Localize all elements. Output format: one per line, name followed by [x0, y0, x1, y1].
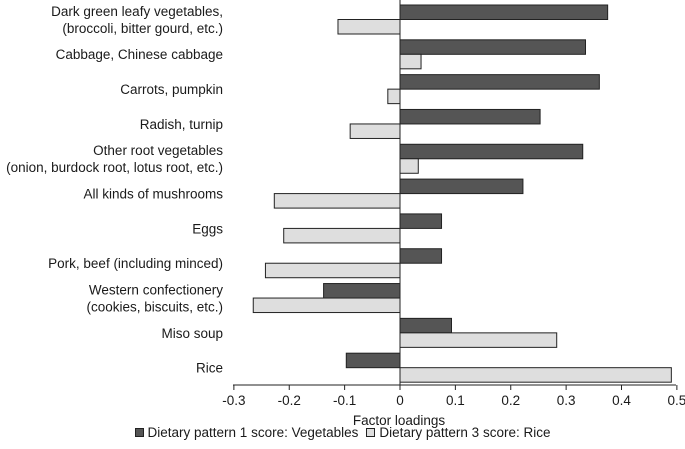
- category-label: Pork, beef (including minced): [48, 256, 223, 271]
- bar-series2-cat8: [264, 262, 401, 279]
- legend-item-vegetables: Dietary pattern 1 score: Vegetables: [134, 425, 359, 440]
- category-label: Western confectionery: [89, 282, 223, 297]
- x-tick-label: -0.1: [333, 393, 356, 408]
- bar-series2-cat11: [399, 367, 672, 383]
- x-tick-label: 0.4: [612, 393, 631, 408]
- bar-series1-cat8: [399, 248, 443, 264]
- legend-item-rice: Dietary pattern 3 score: Rice: [366, 425, 550, 440]
- bar-series1-cat5: [399, 143, 584, 160]
- category-label: Rice: [196, 361, 223, 376]
- bar-series2-cat3: [387, 88, 401, 105]
- bar-series2-cat5: [399, 158, 419, 174]
- category-label: (broccoli, bitter gourd, etc.): [62, 21, 223, 36]
- category-label: Radish, turnip: [140, 117, 223, 132]
- x-tick-label: 0.2: [501, 393, 520, 408]
- bar-series1-cat2: [399, 39, 587, 55]
- category-labels: Dark green leafy vegetables, (broccoli, b…: [6, 4, 223, 376]
- bar-series2-cat7: [283, 227, 401, 244]
- legend-swatch-vegetables: [134, 428, 144, 437]
- bar-series1-cat7: [399, 213, 443, 229]
- bar-series2-cat2: [399, 53, 422, 70]
- bar-series2-cat4: [349, 123, 401, 139]
- category-label: Dark green leafy vegetables,: [51, 4, 223, 19]
- category-label: (onion, burdock root, lotus root, etc.): [6, 160, 223, 175]
- category-label: (cookies, biscuits, etc.): [86, 299, 223, 314]
- x-tick-label: -0.3: [222, 393, 245, 408]
- x-tick-label: 0.3: [557, 393, 576, 408]
- category-label: Cabbage, Chinese cabbage: [56, 47, 223, 62]
- x-axis: -0.3 -0.2 -0.1 0 0.1 0.2 0.3 0.4 0.5: [222, 0, 685, 408]
- x-axis-title: Factor loadings: [353, 413, 446, 428]
- legend-label-vegetables: Dietary pattern 1 score: Vegetables: [147, 425, 359, 440]
- bar-series2-cat6: [273, 193, 401, 209]
- category-label: Other root vegetables: [93, 143, 223, 158]
- bar-series1-cat1: [399, 4, 609, 20]
- bar-series1-cat10: [399, 317, 452, 334]
- bar-series2-cat10: [399, 332, 558, 348]
- x-tick-label: -0.2: [278, 393, 301, 408]
- category-label: Eggs: [192, 221, 223, 236]
- category-label: All kinds of mushrooms: [83, 187, 223, 202]
- bar-series1-cat9: [323, 283, 401, 299]
- bar-series1-cat11: [345, 352, 401, 369]
- x-tick-label: 0: [396, 393, 404, 408]
- legend: Dietary pattern 1 score: Vegetables Diet…: [0, 425, 685, 440]
- bar-series1-cat4: [399, 108, 541, 125]
- category-label: Miso soup: [161, 326, 223, 341]
- x-tick-label: 0.1: [446, 393, 465, 408]
- bar-series2-cat1: [337, 19, 401, 35]
- bar-series1-cat6: [399, 178, 524, 195]
- legend-label-rice: Dietary pattern 3 score: Rice: [379, 425, 551, 440]
- legend-swatch-rice: [366, 428, 376, 437]
- bar-series1-cat3: [399, 74, 600, 90]
- category-label: Carrots, pumpkin: [120, 82, 223, 97]
- x-tick-label: 0.5: [667, 393, 685, 408]
- bars-layer: [252, 4, 672, 383]
- bar-series2-cat9: [252, 297, 401, 314]
